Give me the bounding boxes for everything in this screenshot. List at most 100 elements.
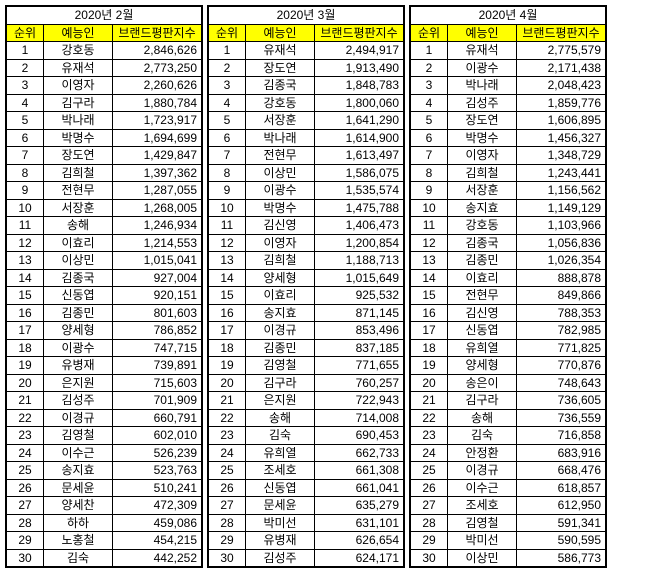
col-header-name: 예능인: [246, 24, 315, 42]
score-cell: 786,852: [113, 322, 202, 340]
table-row: 5박나래1,723,917: [7, 112, 202, 130]
table-row: 22이경규660,791: [7, 409, 202, 427]
score-cell: 920,151: [113, 287, 202, 305]
rank-cell: 30: [209, 549, 246, 567]
rank-cell: 25: [7, 462, 44, 480]
score-cell: 618,857: [517, 479, 606, 497]
table-row: 16송지효871,145: [209, 304, 404, 322]
name-cell: 송해: [448, 409, 517, 427]
table-row: 21은지원722,943: [209, 392, 404, 410]
score-cell: 1,397,362: [113, 164, 202, 182]
score-cell: 683,916: [517, 444, 606, 462]
name-cell: 김종민: [448, 252, 517, 270]
table-row: 30김성주624,171: [209, 549, 404, 567]
col-header-score: 브랜드평판지수: [315, 24, 404, 42]
name-cell: 양세찬: [44, 497, 113, 515]
rank-cell: 3: [7, 77, 44, 95]
ranking-table: 2020년 2월순위예능인브랜드평판지수1강호동2,846,6262유재석2,7…: [6, 6, 202, 567]
table-row: 29유병재626,654: [209, 532, 404, 550]
rank-cell: 27: [209, 497, 246, 515]
score-cell: 1,156,562: [517, 182, 606, 200]
rank-cell: 27: [411, 497, 448, 515]
name-cell: 전현무: [448, 287, 517, 305]
rank-cell: 24: [411, 444, 448, 462]
rank-cell: 7: [411, 147, 448, 165]
rank-cell: 7: [209, 147, 246, 165]
score-cell: 2,260,626: [113, 77, 202, 95]
rank-cell: 30: [7, 549, 44, 567]
rank-cell: 25: [209, 462, 246, 480]
rank-cell: 28: [7, 514, 44, 532]
rank-cell: 6: [7, 129, 44, 147]
rank-cell: 15: [411, 287, 448, 305]
score-cell: 739,891: [113, 357, 202, 375]
rank-cell: 10: [411, 199, 448, 217]
rank-cell: 5: [7, 112, 44, 130]
score-cell: 782,985: [517, 322, 606, 340]
rank-cell: 5: [411, 112, 448, 130]
name-cell: 양세형: [44, 322, 113, 340]
table-row: 19유병재739,891: [7, 357, 202, 375]
table-row: 28김영철591,341: [411, 514, 606, 532]
name-cell: 이상민: [448, 549, 517, 567]
table-row: 10박명수1,475,788: [209, 199, 404, 217]
name-cell: 장도연: [44, 147, 113, 165]
score-cell: 2,846,626: [113, 42, 202, 60]
name-cell: 김영철: [246, 357, 315, 375]
name-cell: 박미선: [448, 532, 517, 550]
score-cell: 1,103,966: [517, 217, 606, 235]
table-row: 26문세윤510,241: [7, 479, 202, 497]
rank-cell: 1: [209, 42, 246, 60]
rank-cell: 19: [209, 357, 246, 375]
table-row: 26신동엽661,041: [209, 479, 404, 497]
table-row: 26이수근618,857: [411, 479, 606, 497]
name-cell: 유재석: [246, 42, 315, 60]
name-cell: 이영자: [44, 77, 113, 95]
name-cell: 김신영: [448, 304, 517, 322]
name-cell: 박나래: [246, 129, 315, 147]
table-row: 5장도연1,606,895: [411, 112, 606, 130]
rank-cell: 9: [209, 182, 246, 200]
name-cell: 강호동: [246, 94, 315, 112]
rank-cell: 18: [411, 339, 448, 357]
rank-cell: 8: [209, 164, 246, 182]
score-cell: 714,008: [315, 409, 404, 427]
score-cell: 612,950: [517, 497, 606, 515]
name-cell: 이광수: [448, 59, 517, 77]
rank-cell: 13: [411, 252, 448, 270]
month-block-1: 2020년 3월순위예능인브랜드평판지수1유재석2,494,9172장도연1,9…: [207, 5, 405, 568]
name-cell: 박미선: [246, 514, 315, 532]
name-cell: 김성주: [448, 94, 517, 112]
name-cell: 전현무: [44, 182, 113, 200]
score-cell: 1,800,060: [315, 94, 404, 112]
table-row: 22송해714,008: [209, 409, 404, 427]
score-cell: 788,353: [517, 304, 606, 322]
name-cell: 김종국: [44, 269, 113, 287]
table-row: 1유재석2,494,917: [209, 42, 404, 60]
name-cell: 유희열: [246, 444, 315, 462]
rank-cell: 11: [7, 217, 44, 235]
rank-cell: 22: [209, 409, 246, 427]
rank-cell: 1: [7, 42, 44, 60]
name-cell: 조세호: [246, 462, 315, 480]
name-cell: 이광수: [44, 339, 113, 357]
score-cell: 1,429,847: [113, 147, 202, 165]
rank-cell: 21: [7, 392, 44, 410]
table-row: 18김종민837,185: [209, 339, 404, 357]
rank-cell: 28: [411, 514, 448, 532]
table-row: 4김성주1,859,776: [411, 94, 606, 112]
rank-cell: 10: [7, 199, 44, 217]
table-row: 21김성주701,909: [7, 392, 202, 410]
name-cell: 이광수: [246, 182, 315, 200]
month-block-2: 2020년 4월순위예능인브랜드평판지수1유재석2,775,5792이광수2,1…: [409, 5, 607, 568]
rank-cell: 4: [7, 94, 44, 112]
rank-cell: 19: [7, 357, 44, 375]
name-cell: 김성주: [246, 549, 315, 567]
score-cell: 602,010: [113, 427, 202, 445]
name-cell: 김종민: [44, 304, 113, 322]
rank-cell: 13: [209, 252, 246, 270]
name-cell: 김숙: [44, 549, 113, 567]
name-cell: 이영자: [246, 234, 315, 252]
score-cell: 1,880,784: [113, 94, 202, 112]
score-cell: 1,475,788: [315, 199, 404, 217]
